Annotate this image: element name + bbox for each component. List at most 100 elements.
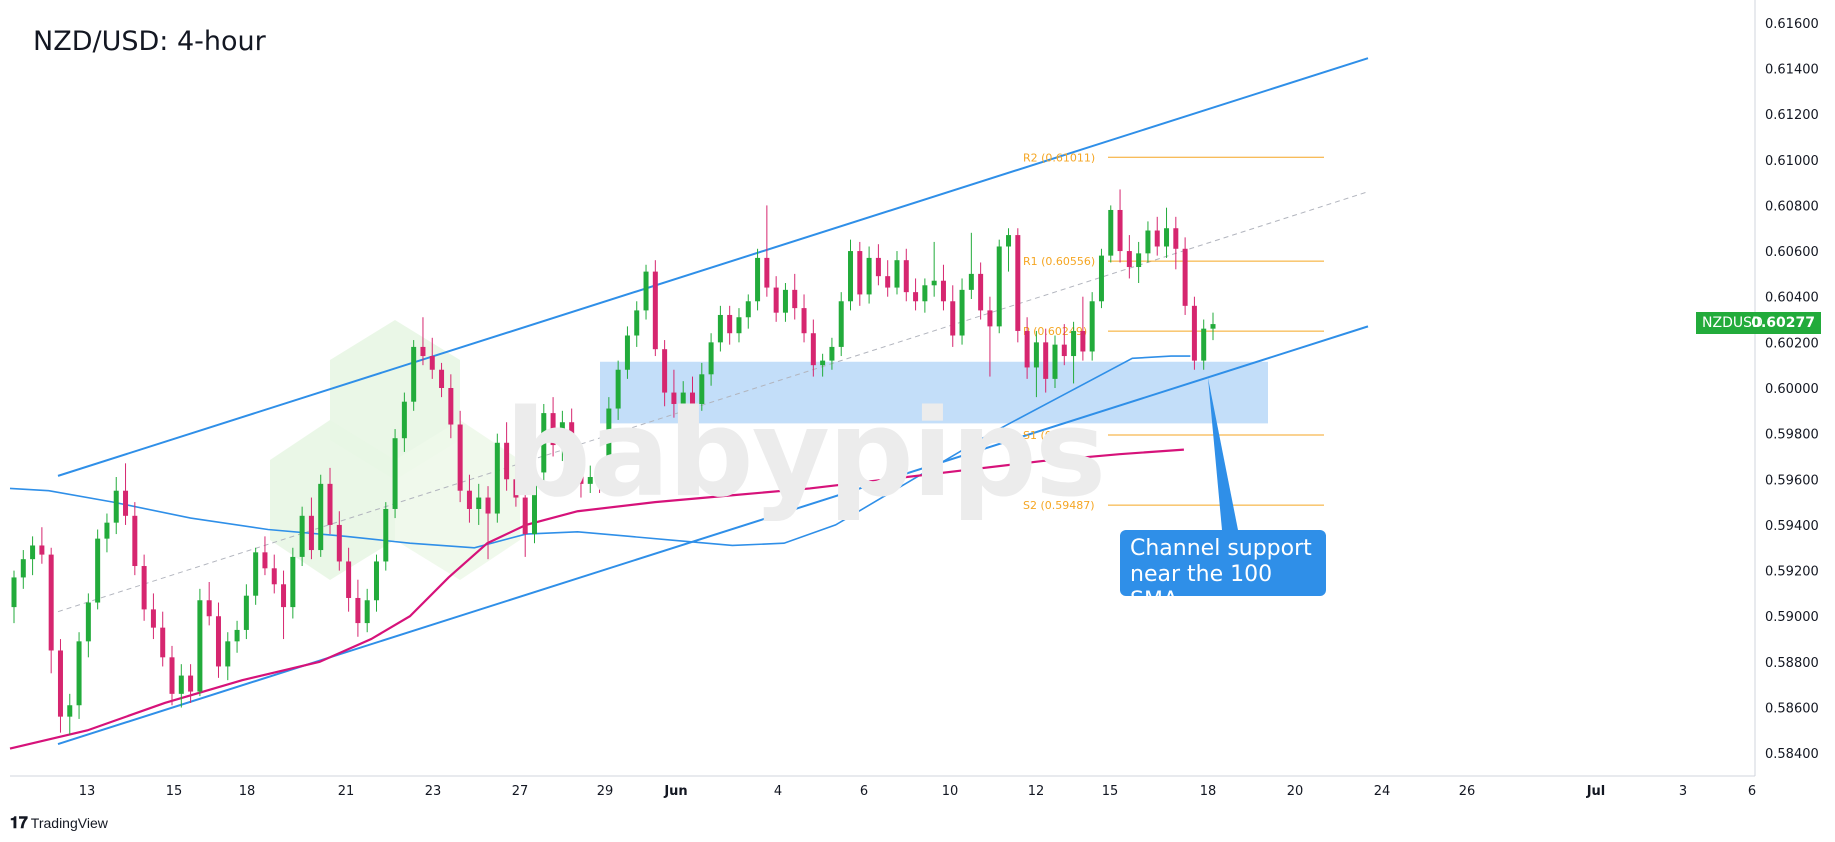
last-price-tag: NZDUSD 0.60277	[1696, 312, 1821, 334]
last-price-value: 0.60277	[1751, 315, 1815, 331]
candle	[39, 527, 45, 564]
candle-body	[457, 424, 463, 491]
y-tick-label: 0.61000	[1765, 154, 1819, 169]
candle	[253, 547, 259, 605]
candle	[755, 248, 761, 311]
candle-body	[281, 584, 287, 608]
candle-body	[383, 508, 389, 562]
candle-body	[727, 314, 733, 334]
candle-body	[708, 342, 714, 375]
candle-body	[559, 422, 565, 446]
candle	[290, 547, 296, 619]
candle	[1089, 292, 1095, 361]
candle-body	[996, 246, 1002, 327]
candle-body	[355, 597, 361, 624]
candle-body	[150, 609, 156, 628]
candle-body	[11, 577, 17, 608]
candle	[1126, 235, 1132, 279]
candle	[1210, 312, 1216, 341]
candle-body	[662, 349, 668, 393]
candle	[132, 502, 138, 576]
candle	[206, 582, 212, 626]
candle-body	[1080, 330, 1086, 352]
callout-line-1: Channel support	[1130, 536, 1312, 561]
candle	[745, 294, 751, 329]
y-tick-label: 0.58800	[1765, 656, 1819, 671]
candle-body	[903, 260, 909, 293]
y-tick-label: 0.59000	[1765, 610, 1819, 625]
candle-body	[513, 479, 519, 498]
candle-body	[782, 289, 788, 313]
candle-body	[57, 650, 63, 717]
candle	[188, 664, 194, 703]
candle-body	[950, 301, 956, 336]
candle	[671, 369, 677, 418]
candle	[364, 588, 370, 633]
candle	[48, 547, 54, 674]
y-tick-label: 0.60800	[1765, 199, 1819, 214]
pivot-label-1: R1 (0.60556)	[1023, 255, 1095, 268]
candle-body	[606, 408, 612, 484]
candle	[1098, 248, 1104, 309]
x-tick-label: Jun	[663, 784, 687, 799]
candle	[234, 620, 240, 653]
axes	[10, 0, 1756, 777]
candle	[141, 554, 147, 621]
x-tick-label: 15	[1102, 784, 1119, 799]
candle	[550, 397, 556, 457]
candle	[569, 408, 575, 475]
x-tick-label: 20	[1287, 784, 1304, 799]
candle	[1006, 228, 1012, 272]
candle-body	[20, 559, 26, 578]
candle	[11, 570, 17, 624]
x-tick-label: 6	[1748, 784, 1756, 799]
candle	[355, 579, 361, 637]
candle	[913, 278, 919, 311]
candle	[439, 362, 445, 398]
y-tick-label: 0.58400	[1765, 747, 1819, 762]
candle-body	[1006, 235, 1012, 247]
y-tick-label: 0.59800	[1765, 428, 1819, 443]
candle	[987, 296, 993, 377]
candle-body	[829, 346, 835, 361]
candle-body	[838, 301, 844, 347]
candle	[30, 536, 36, 576]
x-tick-label: 12	[1028, 784, 1045, 799]
candle	[1024, 317, 1030, 379]
candle	[875, 244, 881, 286]
candle	[215, 602, 221, 678]
candle-body	[922, 285, 928, 302]
candle	[513, 463, 519, 507]
candle	[782, 283, 788, 322]
x-tick-label: 10	[942, 784, 959, 799]
candle-body	[215, 616, 221, 667]
candle	[1108, 205, 1114, 263]
sma100-line	[9, 355, 1191, 549]
candle	[922, 278, 928, 313]
candle	[76, 632, 82, 719]
candle	[225, 632, 231, 681]
candle-body	[466, 490, 472, 509]
candle	[866, 246, 872, 304]
candle	[113, 477, 119, 535]
candle-body	[1052, 344, 1058, 379]
x-tick-label: 18	[239, 784, 256, 799]
candle-body	[262, 552, 268, 569]
candle	[773, 276, 779, 322]
candle-body	[1154, 230, 1160, 247]
candle-body	[504, 442, 510, 480]
candle	[652, 260, 658, 357]
candle-body	[132, 515, 138, 567]
candle-body	[690, 392, 696, 404]
candle-body	[1108, 209, 1114, 256]
candle-body	[30, 545, 36, 560]
candle-body	[894, 260, 900, 288]
candle-body	[736, 317, 742, 334]
candle-body	[439, 369, 445, 388]
x-tick-label: 18	[1200, 784, 1217, 799]
candle	[708, 333, 714, 386]
candle	[1052, 335, 1058, 388]
candle	[838, 292, 844, 357]
candle	[448, 374, 454, 439]
candle	[1117, 189, 1123, 263]
